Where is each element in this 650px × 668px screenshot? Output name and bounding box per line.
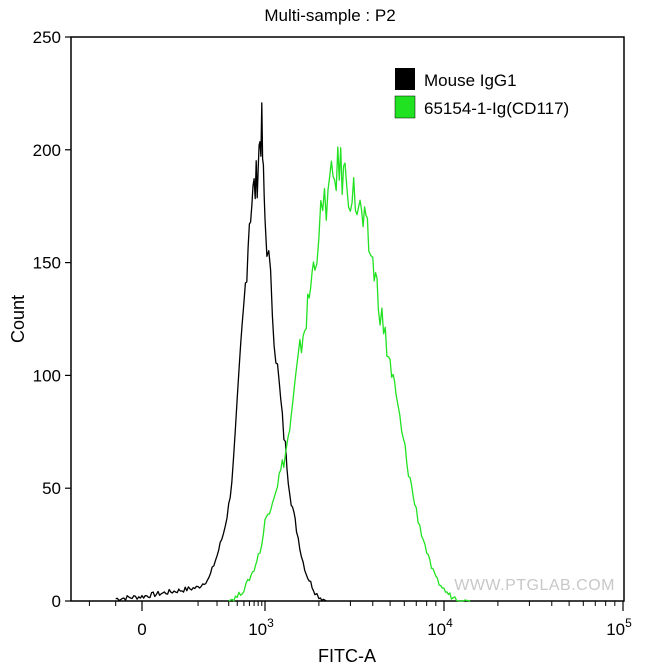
legend-swatch-mouse-igg1 (395, 68, 415, 90)
x-tick-label: 104 (427, 616, 453, 639)
x-tick-exponent: 5 (625, 616, 632, 630)
y-tick-label: 0 (52, 592, 61, 611)
series-line-cd117 (228, 146, 471, 602)
watermark: WWW.PTGLAB.COM (454, 577, 615, 594)
series-layer (115, 102, 471, 602)
y-tick-label: 200 (33, 141, 61, 160)
y-tick-label: 150 (33, 254, 61, 273)
y-tick-label: 250 (33, 28, 61, 47)
x-tick-exponent: 4 (446, 616, 453, 630)
x-tick-label: 105 (606, 616, 632, 639)
y-axis: 0 50 100 150 200 250 (33, 28, 71, 611)
legend-item-mouse-igg1: Mouse IgG1 (395, 68, 517, 90)
y-tick-label: 50 (42, 479, 61, 498)
legend-label-mouse-igg1: Mouse IgG1 (424, 71, 517, 90)
x-tick-label: 0 (137, 620, 146, 639)
series-line-mouse-igg1 (115, 102, 327, 602)
x-axis: 0 103 104 105 (88, 601, 632, 639)
y-tick-label: 100 (33, 366, 61, 385)
chart-title: Multi-sample : P2 (264, 6, 395, 25)
x-axis-title: FITC-A (318, 646, 376, 666)
legend-label-cd117: 65154-1-Ig(CD117) (424, 99, 569, 118)
legend: Mouse IgG1 65154-1-Ig(CD117) (394, 68, 569, 119)
y-axis-title: Count (8, 295, 28, 343)
legend-swatch-cd117 (394, 95, 416, 119)
legend-item-cd117: 65154-1-Ig(CD117) (394, 95, 569, 119)
x-tick-label: 103 (248, 616, 274, 639)
x-tick-exponent: 3 (267, 616, 274, 630)
plot-frame (70, 36, 625, 602)
